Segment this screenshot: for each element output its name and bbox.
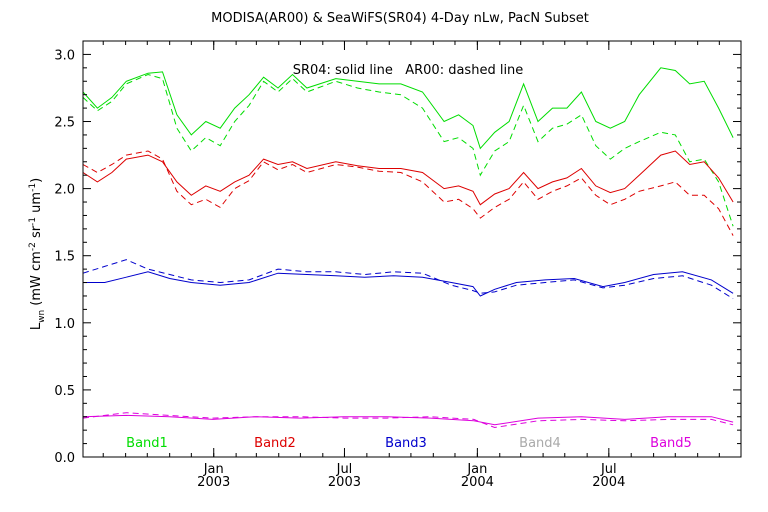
series-line-band3-solid <box>83 271 734 297</box>
x-tick-label-month: Jan <box>203 462 224 477</box>
x-tick-label-month: Jul <box>600 462 617 477</box>
y-axis-label: Lwn (mW cm-2 sr-1 um-1) <box>28 178 47 330</box>
series-line-band5-solid <box>82 414 734 426</box>
y-tick-label: 2.5 <box>54 116 75 131</box>
line-style-annotation: SR04: solid line AR00: dashed line <box>293 63 524 78</box>
x-tick-label-month: Jul <box>336 462 353 477</box>
y-tick-label: 1.0 <box>54 317 75 332</box>
chart-title: MODISA(AR00) & SeaWiFS(SR04) 4-Day nLw, … <box>211 11 589 26</box>
x-tick-label-year: 2003 <box>197 475 230 490</box>
band-label-band3: Band3 <box>385 436 427 451</box>
x-tick-label-year: 2004 <box>461 475 494 490</box>
plot-frame <box>82 40 742 458</box>
band-label-band1: Band1 <box>126 436 168 451</box>
x-tick-label-year: 2004 <box>592 475 625 490</box>
band-label-band2: Band2 <box>254 436 296 451</box>
series-line-band2-solid <box>82 150 734 206</box>
band-label-band5: Band5 <box>650 436 692 451</box>
series-line-band2-dashed <box>82 150 734 236</box>
y-tick-label: 1.5 <box>54 250 75 265</box>
series-line-band1-dashed <box>82 73 734 227</box>
y-tick-label: 2.0 <box>54 183 75 198</box>
series-layer <box>82 67 734 429</box>
band-label-band4: Band4 <box>519 436 561 451</box>
band-labels: Band1 Band2 Band3 Band4 Band5 <box>126 436 692 451</box>
series-line-band1-solid <box>82 67 734 150</box>
x-tick-label-year: 2003 <box>328 475 361 490</box>
axes-layer: 0.00.51.01.52.02.53.0Jan2003Jul2003Jan20… <box>54 40 742 490</box>
y-tick-label: 0.5 <box>54 384 75 399</box>
y-tick-label: 3.0 <box>54 48 75 63</box>
y-tick-label: 0.0 <box>54 451 75 466</box>
x-tick-label-month: Jan <box>466 462 487 477</box>
